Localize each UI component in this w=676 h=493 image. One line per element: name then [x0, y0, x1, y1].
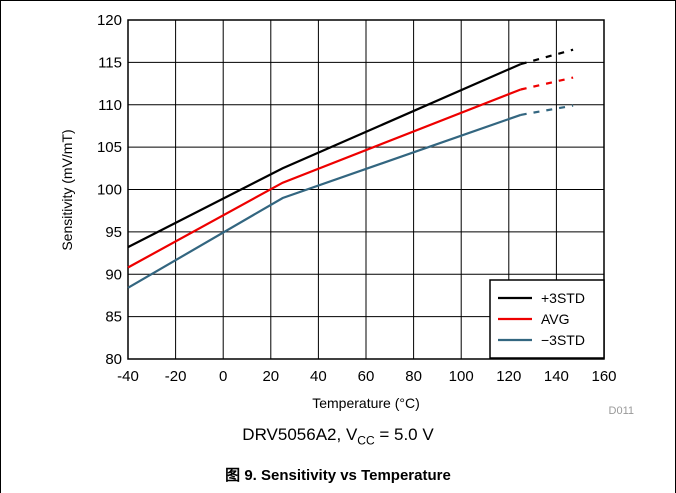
legend-label: −3STD — [541, 332, 585, 348]
y-tick-label: 95 — [105, 224, 122, 241]
x-tick-label: 100 — [449, 368, 474, 385]
y-tick-label: 105 — [97, 139, 122, 156]
series-dashed-1 — [520, 76, 574, 91]
x-tick-label: 0 — [219, 368, 227, 385]
series-line-2 — [127, 113, 522, 289]
y-tick-label: 100 — [97, 182, 122, 199]
y-axis-label: Sensitivity (mV/mT) — [59, 129, 75, 250]
x-tick-label: 20 — [262, 368, 279, 385]
x-tick-label: 140 — [544, 368, 569, 385]
sensitivity-chart: -40 -20 0 20 40 60 80 100 120 140 160 80 85 90 95 100 10… — [59, 12, 634, 417]
x-tick-label: 160 — [591, 368, 616, 385]
legend-label: +3STD — [541, 290, 585, 306]
series-dashed-2 — [520, 104, 574, 116]
x-axis-label: Temperature (°C) — [312, 395, 420, 411]
y-tick-label: 90 — [105, 266, 122, 283]
tick-labels: -40 -20 0 20 40 60 80 100 120 140 160 80 85 90 95 100 10… — [97, 12, 617, 385]
y-tick-label: 115 — [98, 54, 122, 71]
series-line-0 — [127, 63, 522, 249]
series-lines — [127, 48, 574, 289]
subtitle-suffix: = 5.0 V — [374, 425, 434, 444]
subtitle-prefix: DRV5056A2, V — [242, 425, 358, 444]
plot-border — [127, 19, 605, 360]
series-dashed-0 — [520, 48, 574, 66]
x-tick-label: 40 — [310, 368, 327, 385]
y-tick-label: 80 — [105, 351, 122, 368]
x-tick-label: 80 — [405, 368, 422, 385]
y-tick-label: 120 — [97, 12, 122, 29]
y-tick-label: 85 — [105, 309, 122, 326]
figure-caption: 图 9. Sensitivity vs Temperature — [225, 467, 451, 484]
x-tick-label: 120 — [496, 368, 521, 385]
subtitle-subscript: CC — [357, 433, 375, 448]
x-tick-label: -40 — [117, 368, 139, 385]
x-tick-label: 60 — [358, 368, 375, 385]
y-tick-label: 110 — [98, 97, 122, 114]
chart-subtitle: DRV5056A2, VCC = 5.0 V — [0, 425, 676, 447]
x-tick-label: -20 — [165, 368, 187, 385]
figure-code: D011 — [609, 405, 634, 417]
legend: +3STD AVG −3STD — [489, 279, 605, 359]
series-line-1 — [127, 88, 522, 269]
legend-label: AVG — [541, 311, 570, 327]
